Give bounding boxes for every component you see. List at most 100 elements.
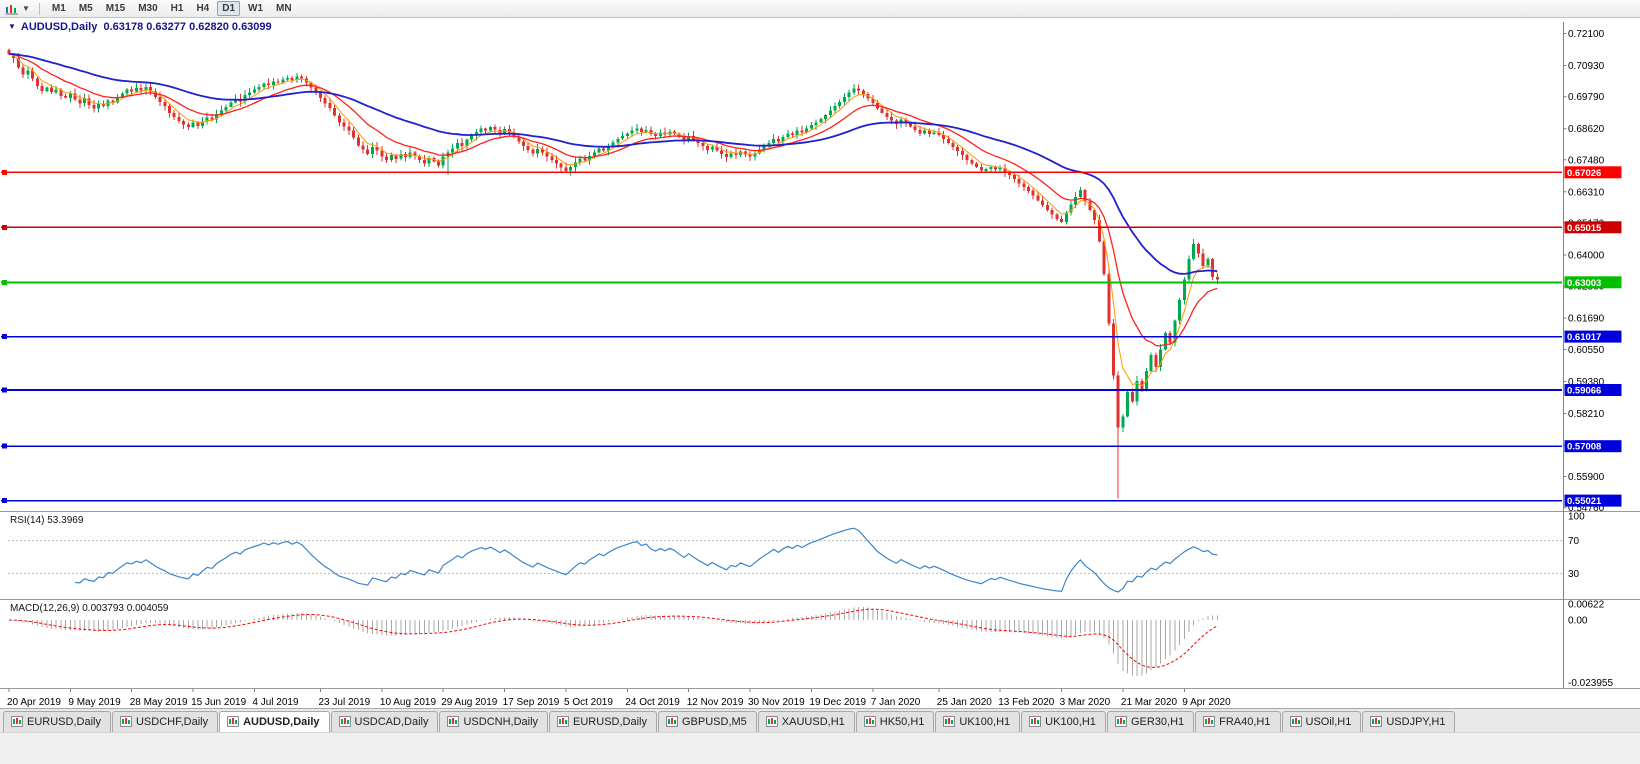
tab-label: GER30,H1 [1130, 715, 1185, 728]
time-tick-label: 24 Oct 2019 [625, 697, 680, 708]
ma-line-45 [8, 53, 1218, 275]
time-tick-label: 20 Apr 2019 [7, 697, 61, 708]
price-tick-label: 0.58210 [1568, 409, 1605, 420]
svg-text:0.00622: 0.00622 [1568, 599, 1605, 610]
hline-handle-0.55021[interactable] [2, 498, 7, 504]
price-tick-label: 0.61690 [1568, 314, 1605, 325]
tab-label: USDCHF,Daily [135, 715, 209, 728]
time-tick-label: 4 Jul 2019 [252, 697, 299, 708]
tab-chart-icon [863, 716, 876, 727]
chart-canvas[interactable]: 0.72100 0.70930 0.69790 0.68620 0.67480 0.663… [0, 18, 1640, 708]
tab-label: XAUUSD,H1 [781, 715, 845, 728]
tab-usoil-h1[interactable]: USOil,H1 [1281, 711, 1362, 732]
price-tag-text: 0.61017 [1567, 332, 1601, 343]
chart-title: ▼ AUDUSD,Daily 0.63178 0.63277 0.62820 0… [8, 21, 272, 33]
tab-xauusd-h1[interactable]: XAUUSD,H1 [757, 711, 855, 732]
hline-handle-0.59066[interactable] [2, 387, 7, 393]
tab-chart-icon [666, 716, 678, 727]
tab-usdcnh-daily[interactable]: USDCNH,Daily [439, 711, 549, 732]
chart-title-text: AUDUSD,Daily 0.63178 0.63277 0.62820 0.6… [20, 21, 272, 33]
price-tag-0.57008 [1564, 440, 1622, 453]
price-tag-0.59066 [1564, 384, 1622, 396]
chart-type-icon[interactable] [5, 3, 19, 15]
tab-label: EURUSD,Daily [573, 715, 647, 728]
tab-label: UK100,H1 [959, 715, 1011, 728]
tab-ger30-h1[interactable]: GER30,H1 [1106, 711, 1195, 732]
macd-indicator-label: MACD(12,26,9) 0.003793 0.004059 [10, 603, 169, 614]
chart-type-dropdown-arrow[interactable]: ▼ [22, 3, 30, 13]
tab-label: USDCNH,Daily [463, 715, 539, 728]
ma-line-14 [8, 53, 1218, 347]
price-tags: 0.67026 0.65015 0.63003 0.61017 0.59066 0.570… [1564, 166, 1622, 507]
tab-chart-icon [227, 716, 240, 727]
price-tick-label: 0.64000 [1568, 251, 1605, 262]
timeframe-button-h1[interactable]: H1 [170, 3, 184, 14]
tab-chart-icon [1370, 716, 1383, 727]
chart-plot-area[interactable] [8, 22, 1562, 511]
time-tick-label: 28 May 2019 [130, 697, 188, 708]
hline-handle-0.61017[interactable] [2, 334, 7, 340]
timeframe-button-m15[interactable]: M15 [105, 3, 126, 14]
price-tick-label: 0.59380 [1568, 377, 1605, 388]
tab-usdjpy-h1[interactable]: USDJPY,H1 [1362, 711, 1456, 732]
price-tag-text: 0.59066 [1567, 386, 1601, 397]
tab-usdcad-daily[interactable]: USDCAD,Daily [330, 711, 439, 732]
tab-hk50-h1[interactable]: HK50,H1 [855, 711, 935, 732]
price-tag-0.67026 [1564, 166, 1622, 179]
timeframe-button-m1[interactable]: M1 [51, 3, 66, 14]
timeframe-buttons: M1 M5 M15 M30 H1 H4 D1 W1 MN [47, 1, 297, 16]
macd-signal-line [8, 608, 1218, 668]
tab-uk100-h1[interactable]: UK100,H1 [1021, 711, 1106, 732]
time-tick-label: 15 Jun 2019 [191, 697, 246, 708]
svg-text:70: 70 [1568, 536, 1580, 547]
tab-chart-icon [1114, 716, 1127, 727]
timeframe-button-m5[interactable]: M5 [78, 3, 93, 14]
tab-chart-icon [11, 716, 23, 727]
tab-fra40-h1[interactable]: FRA40,H1 [1195, 711, 1281, 732]
svg-text:30: 30 [1568, 569, 1580, 580]
chart-region: 0.72100 0.70930 0.69790 0.68620 0.67480 0.663… [0, 18, 1640, 708]
tab-chart-icon [1289, 716, 1302, 727]
timeframe-button-w1[interactable]: W1 [248, 3, 264, 14]
time-tick-label: 10 Aug 2019 [380, 697, 437, 708]
hline-handle-0.57008[interactable] [2, 443, 7, 449]
tab-label: USOil,H1 [1305, 715, 1352, 728]
tab-chart-icon [447, 716, 460, 727]
timeframe-button-mn[interactable]: MN [276, 3, 292, 14]
hline-handle-0.65015[interactable] [2, 224, 7, 230]
time-axis[interactable]: 20 Apr 2019 9 May 2019 28 May 2019 15 Jun 2… [7, 688, 1231, 709]
tab-eurusd-daily[interactable]: EURUSD,Daily [549, 711, 657, 732]
tab-label: FRA40,H1 [1219, 715, 1271, 728]
price-tick-label: 0.66310 [1568, 187, 1605, 198]
tab-label: UK100,H1 [1045, 715, 1096, 728]
time-tick-label: 29 Aug 2019 [441, 697, 498, 708]
rsi-axis-labels: 100 70 30 [1568, 512, 1585, 580]
hline-handle-0.63003[interactable] [2, 279, 7, 285]
price-tick-label: 0.67480 [1568, 155, 1605, 166]
svg-text:0.00: 0.00 [1568, 616, 1588, 627]
timeframe-button-h4[interactable]: H4 [196, 3, 210, 14]
time-tick-label: 7 Jan 2020 [871, 697, 921, 708]
timeframe-button-m30[interactable]: M30 [138, 3, 158, 14]
tab-label: USDCAD,Daily [354, 715, 429, 728]
tab-gbpusd-m5[interactable]: GBPUSD,M5 [658, 711, 757, 732]
toolbar-separator [38, 2, 40, 15]
tab-label: GBPUSD,M5 [682, 715, 747, 728]
tab-eurusd-daily[interactable]: EURUSD,Daily [3, 711, 111, 732]
hline-handle-0.67026[interactable] [2, 169, 7, 175]
tab-audusd-daily[interactable]: AUDUSD,Daily [219, 711, 330, 732]
rsi-level-lines [8, 540, 1562, 574]
time-tick-label: 13 Feb 2020 [998, 697, 1055, 708]
tab-usdchf-daily[interactable]: USDCHF,Daily [111, 711, 219, 732]
tab-chart-icon [1203, 716, 1216, 727]
timeframe-button-d1[interactable]: D1 [217, 1, 241, 16]
price-tick-label: 0.69790 [1568, 92, 1605, 103]
tab-uk100-h1[interactable]: UK100,H1 [935, 711, 1021, 732]
price-tag-text: 0.57008 [1567, 442, 1601, 453]
time-tick-label: 17 Sep 2019 [503, 697, 560, 708]
price-tag-0.55021 [1564, 494, 1622, 507]
time-tick-label: 23 Jul 2019 [319, 697, 371, 708]
price-tick-label: 0.70930 [1568, 61, 1605, 72]
symbol-dropdown-icon[interactable]: ▼ [8, 22, 16, 31]
time-tick-label: 3 Mar 2020 [1060, 697, 1111, 708]
